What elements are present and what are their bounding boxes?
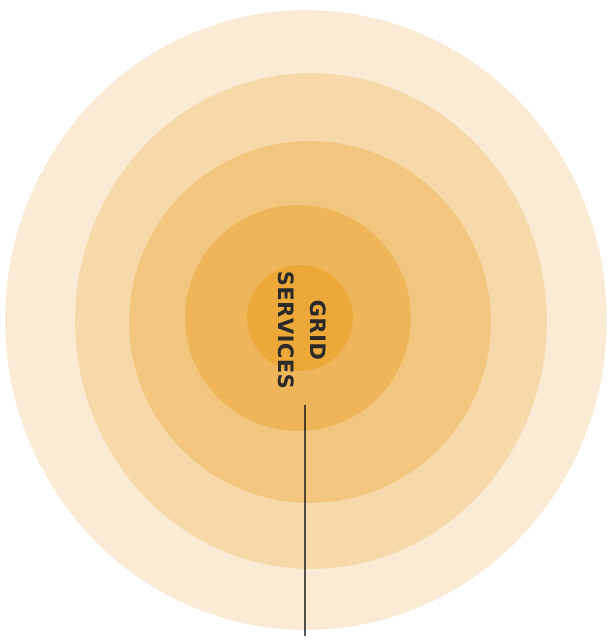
label-line: GRID xyxy=(305,300,329,361)
label-line: SERVICES xyxy=(273,271,297,390)
label-group: GRID SERVICES xyxy=(273,271,329,390)
ring-core xyxy=(247,265,353,371)
